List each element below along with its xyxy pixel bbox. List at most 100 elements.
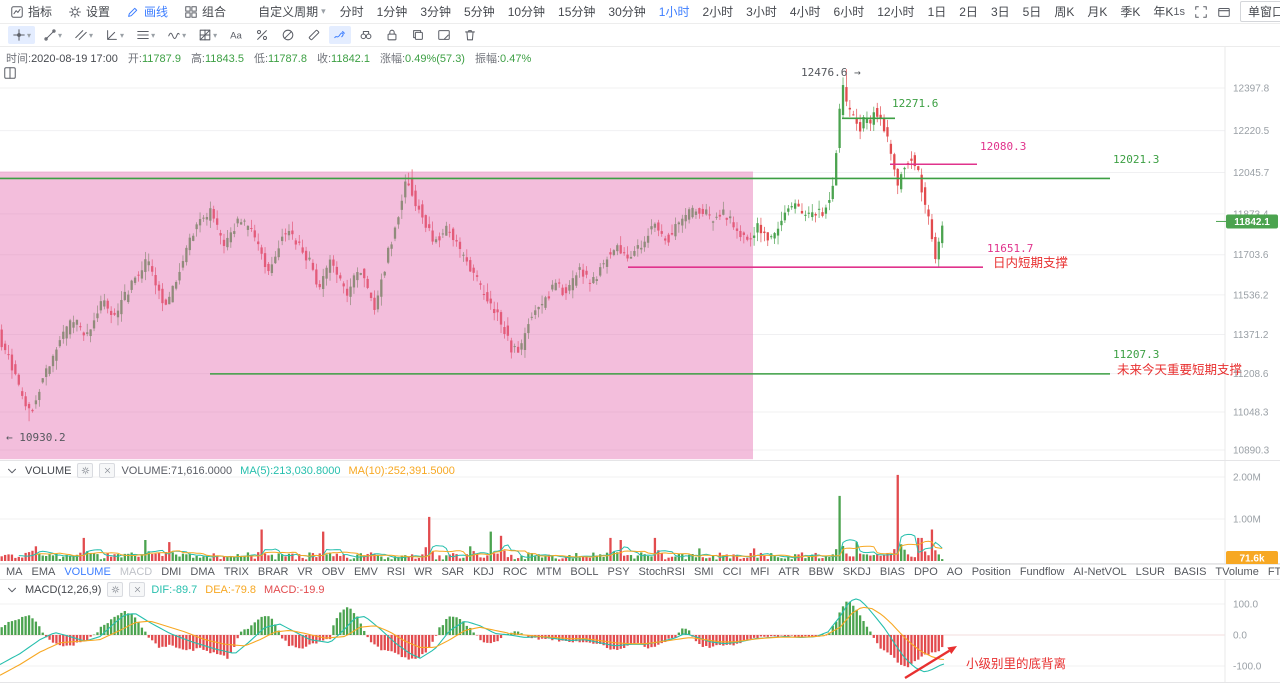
panel-maximize-icon[interactable] xyxy=(3,66,17,80)
binoculars-tool[interactable] xyxy=(355,26,377,44)
custom-period-dropdown[interactable]: 自定义周期 ▾ xyxy=(258,3,326,20)
tab-PSY[interactable]: PSY xyxy=(607,566,630,578)
tab-WR[interactable]: WR xyxy=(414,566,433,578)
trendline-tool[interactable]: ▾ xyxy=(39,26,66,44)
timeframe-12小时[interactable]: 12小时 xyxy=(877,5,915,19)
tab-SMI[interactable]: SMI xyxy=(694,566,714,578)
gann-grid-tool[interactable]: ▾ xyxy=(194,26,221,44)
timeframe-周K[interactable]: 周K xyxy=(1054,5,1075,19)
tab-MFI[interactable]: MFI xyxy=(750,566,770,578)
settings-menu[interactable]: 设置 xyxy=(68,3,110,20)
tab-StochRSI[interactable]: StochRSI xyxy=(638,566,686,578)
tab-MA[interactable]: MA xyxy=(6,566,23,578)
text-tool[interactable]: Aa xyxy=(225,26,247,44)
tab-DMI[interactable]: DMI xyxy=(161,566,182,578)
screenshot-tool[interactable] xyxy=(433,26,455,44)
tab-BBW[interactable]: BBW xyxy=(808,566,834,578)
chevron-down-icon[interactable]: ▾ xyxy=(27,30,32,40)
parallel-channel-tool[interactable]: ▾ xyxy=(70,26,97,44)
timeframe-30分钟[interactable]: 30分钟 xyxy=(608,5,646,19)
tab-AI-NetVOL[interactable]: AI-NetVOL xyxy=(1073,566,1127,578)
tab-ATR[interactable]: ATR xyxy=(778,566,800,578)
chevron-down-icon[interactable]: ▾ xyxy=(89,30,94,40)
timeframe-2小时[interactable]: 2小时 xyxy=(702,5,734,19)
timeframe-3小时[interactable]: 3小时 xyxy=(746,5,777,19)
tab-EMV[interactable]: EMV xyxy=(353,566,378,578)
timeframe-季K[interactable]: 季K xyxy=(1120,5,1141,19)
fullscreen-icon[interactable] xyxy=(1194,5,1208,19)
macd-panel-title: MACD(12,26,9) xyxy=(25,583,102,596)
shape-tool[interactable]: ▾ xyxy=(101,26,128,44)
tab-TVolume[interactable]: TVolume xyxy=(1215,566,1259,578)
timeframe-分时[interactable]: 分时 xyxy=(339,5,364,19)
fib-lines-tool[interactable]: ▾ xyxy=(132,26,159,44)
tab-BASIS[interactable]: BASIS xyxy=(1174,566,1207,578)
gear-icon[interactable] xyxy=(77,463,94,478)
tab-Fundflow[interactable]: Fundflow xyxy=(1019,566,1065,578)
tab-DMA[interactable]: DMA xyxy=(190,566,215,578)
timeframe-4小时[interactable]: 4小时 xyxy=(789,5,821,19)
tab-TRIX[interactable]: TRIX xyxy=(223,566,249,578)
timeframe-3日[interactable]: 3日 xyxy=(990,5,1010,19)
new-window-icon[interactable] xyxy=(1217,5,1231,19)
tab-OBV[interactable]: OBV xyxy=(321,566,345,578)
ruler-tool[interactable] xyxy=(303,26,325,44)
close-icon[interactable] xyxy=(99,463,116,478)
chevron-down-icon[interactable]: ▾ xyxy=(120,30,125,40)
timeframe-年K[interactable]: 年K xyxy=(1153,5,1174,19)
collapse-chevron-icon[interactable] xyxy=(5,583,19,597)
combo-menu[interactable]: 组合 xyxy=(184,3,226,20)
timeframe-5日[interactable]: 5日 xyxy=(1022,5,1042,19)
tab-Position[interactable]: Position xyxy=(971,566,1011,578)
chevron-down-icon[interactable]: ▾ xyxy=(58,30,63,40)
tab-SAR[interactable]: SAR xyxy=(441,566,465,578)
eraser-tool[interactable] xyxy=(277,26,299,44)
indicators-menu[interactable]: 指标 xyxy=(10,3,52,20)
close-icon[interactable] xyxy=(129,582,146,597)
divergence-arrow-annotation[interactable] xyxy=(904,646,957,680)
copy-tool[interactable] xyxy=(407,26,429,44)
wave-tool[interactable]: ▾ xyxy=(163,26,190,44)
chevron-down-icon[interactable]: ▾ xyxy=(151,30,156,40)
tab-MACD[interactable]: MACD xyxy=(119,566,153,578)
tab-MTM[interactable]: MTM xyxy=(536,566,562,578)
window-mode-button[interactable]: 单窗口 ▾ xyxy=(1240,1,1280,22)
tab-VR[interactable]: VR xyxy=(297,566,313,578)
volume-chart[interactable]: 2.00M 1.00M 71.6k xyxy=(0,461,1280,564)
timeframe-1日[interactable]: 1日 xyxy=(927,5,947,19)
chevron-down-icon[interactable]: ▾ xyxy=(213,30,218,40)
main-candlestick-chart[interactable]: 12271.6 12080.3 12021.3 11651.7 11207.3 12476… xyxy=(0,47,1280,461)
tab-FTBS[interactable]: FTBS xyxy=(1267,566,1280,578)
tab-SKDJ[interactable]: SKDJ xyxy=(842,566,871,578)
tab-VOLUME[interactable]: VOLUME xyxy=(64,566,111,578)
tab-LSUR[interactable]: LSUR xyxy=(1135,566,1165,578)
timeframe-15分钟[interactable]: 15分钟 xyxy=(558,5,596,19)
timeframe-5分钟[interactable]: 5分钟 xyxy=(464,5,495,19)
tab-BRAR[interactable]: BRAR xyxy=(257,566,289,578)
tab-EMA[interactable]: EMA xyxy=(31,566,56,578)
tab-ROC[interactable]: ROC xyxy=(502,566,528,578)
tab-KDJ[interactable]: KDJ xyxy=(473,566,494,578)
tab-DPO[interactable]: DPO xyxy=(913,566,938,578)
timeframe-2日[interactable]: 2日 xyxy=(959,5,978,19)
tab-AO[interactable]: AO xyxy=(946,566,963,578)
draw-menu[interactable]: 画线 xyxy=(126,3,168,20)
tab-CCI[interactable]: CCI xyxy=(722,566,742,578)
lock-tool[interactable] xyxy=(381,26,403,44)
collapse-chevron-icon[interactable] xyxy=(5,464,19,478)
tab-BIAS[interactable]: BIAS xyxy=(879,566,905,578)
timeframe-3分钟[interactable]: 3分钟 xyxy=(420,5,451,19)
timeframe-10分钟[interactable]: 10分钟 xyxy=(507,5,546,19)
freehand-brush-tool[interactable] xyxy=(329,26,352,44)
crosshair-tool[interactable]: ▾ xyxy=(8,26,36,44)
tab-RSI[interactable]: RSI xyxy=(386,566,406,578)
gear-icon[interactable] xyxy=(107,582,124,597)
timeframe-1分钟[interactable]: 1分钟 xyxy=(376,5,408,19)
timeframe-1小时[interactable]: 1小时 xyxy=(658,5,690,19)
chevron-down-icon[interactable]: ▾ xyxy=(182,30,187,40)
tab-BOLL[interactable]: BOLL xyxy=(570,566,599,578)
percent-tool[interactable] xyxy=(251,26,273,44)
timeframe-6小时[interactable]: 6小时 xyxy=(833,5,865,19)
delete-tool[interactable] xyxy=(459,26,481,44)
timeframe-月K[interactable]: 月K xyxy=(1087,5,1108,19)
